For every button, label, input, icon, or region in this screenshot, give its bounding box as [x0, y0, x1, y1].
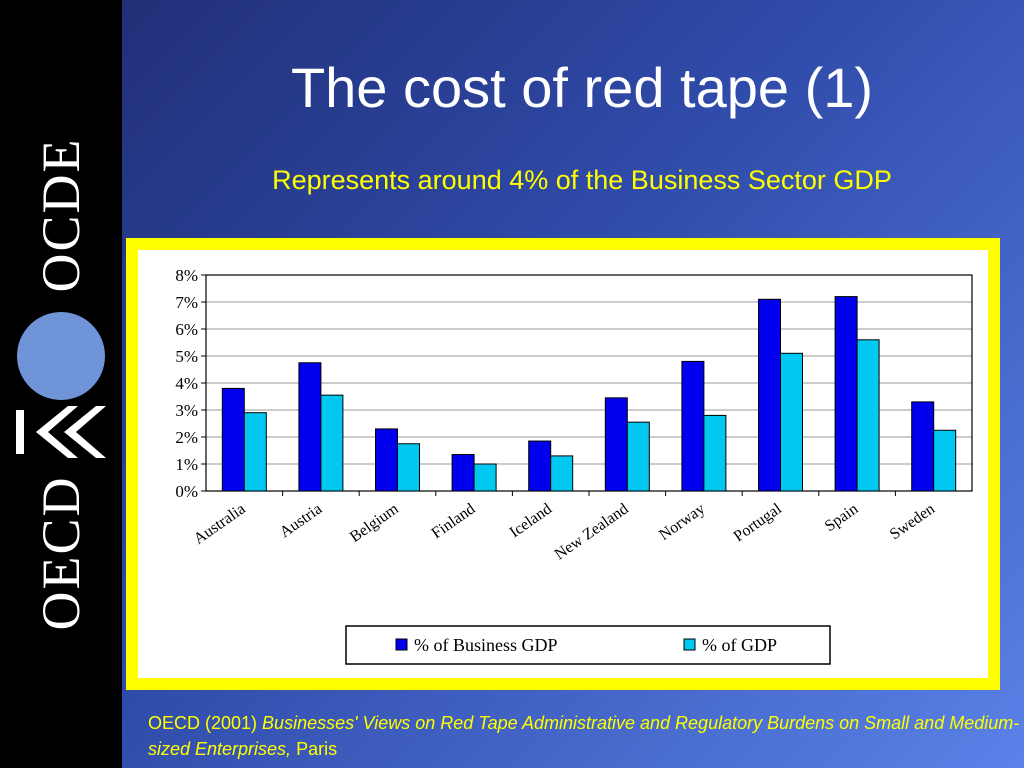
x-tick-label: Portugal	[731, 500, 786, 545]
bar-chart: 0% 1% 2% 3% 4% 5% 6% 7% 8% Australia Austria Belgiu…	[175, 266, 973, 665]
logo-text-oecd: OECD	[31, 475, 91, 631]
legend	[345, 625, 831, 665]
x-tick-label: Austria	[277, 500, 325, 541]
logo-circle-icon	[17, 312, 105, 400]
y-tick-label: 6%	[175, 320, 198, 339]
x-tick-label: New Zealand	[552, 500, 632, 563]
logo-chevrons-icon	[16, 406, 106, 458]
bar-gdp	[320, 394, 344, 492]
bar-business-gdp	[604, 397, 628, 492]
bar-business-gdp	[221, 387, 245, 492]
bar-business-gdp	[681, 360, 705, 492]
y-tick-label: 3%	[175, 401, 198, 420]
y-tick-label: 7%	[175, 293, 198, 312]
legend-label: % of GDP	[702, 635, 777, 655]
x-tick-label: Spain	[822, 500, 862, 535]
bar-business-gdp	[528, 440, 552, 492]
y-tick-label: 1%	[175, 455, 198, 474]
bar-gdp	[933, 429, 957, 492]
oecd-sidebar: OCDE OECD	[0, 0, 122, 768]
x-tick-label: Finland	[429, 500, 479, 542]
bar-business-gdp	[758, 298, 781, 492]
y-tick-label: 0%	[175, 482, 198, 501]
x-tick-label: Australia	[191, 500, 249, 548]
x-tick-label: Norway	[656, 500, 708, 543]
logo-text-ocde: OCDE	[31, 137, 91, 293]
y-tick-label: 8%	[175, 266, 198, 285]
source-prefix: OECD (2001)	[148, 713, 263, 733]
source-title: Businesses' Views on Red Tape Administra…	[148, 713, 1020, 759]
slide-subtitle: Represents around 4% of the Business Sec…	[272, 165, 892, 195]
y-tick-label: 4%	[175, 374, 198, 393]
bar-gdp	[473, 463, 497, 492]
bar-gdp	[856, 339, 880, 492]
bar-business-gdp	[451, 454, 475, 492]
source-suffix: Paris	[291, 739, 338, 759]
legend-swatch	[395, 638, 408, 651]
y-tick-label: 5%	[175, 347, 198, 366]
bar-gdp	[550, 455, 574, 492]
bar-business-gdp	[834, 296, 858, 492]
bar-gdp	[780, 352, 803, 492]
bar-gdp	[626, 421, 650, 492]
chart-panel: 0% 1% 2% 3% 4% 5% 6% 7% 8% Australia Austria Belgiu…	[138, 250, 988, 678]
x-tick-label: Iceland	[507, 500, 555, 541]
bar-business-gdp	[375, 428, 398, 492]
bar-gdp	[243, 412, 267, 492]
y-tick-label: 2%	[175, 428, 198, 447]
bar-gdp	[397, 443, 420, 492]
slide-title: The cost of red tape (1)	[290, 56, 874, 119]
legend-label: % of Business GDP	[414, 635, 558, 655]
bar-business-gdp	[298, 362, 322, 492]
legend-swatch	[683, 638, 696, 651]
bar-business-gdp	[911, 401, 935, 492]
x-tick-label: Sweden	[887, 500, 938, 543]
x-tick-label: Belgium	[347, 500, 402, 546]
bar-gdp	[703, 414, 727, 492]
source-citation: OECD (2001) Businesses' Views on Red Tap…	[148, 710, 1020, 762]
